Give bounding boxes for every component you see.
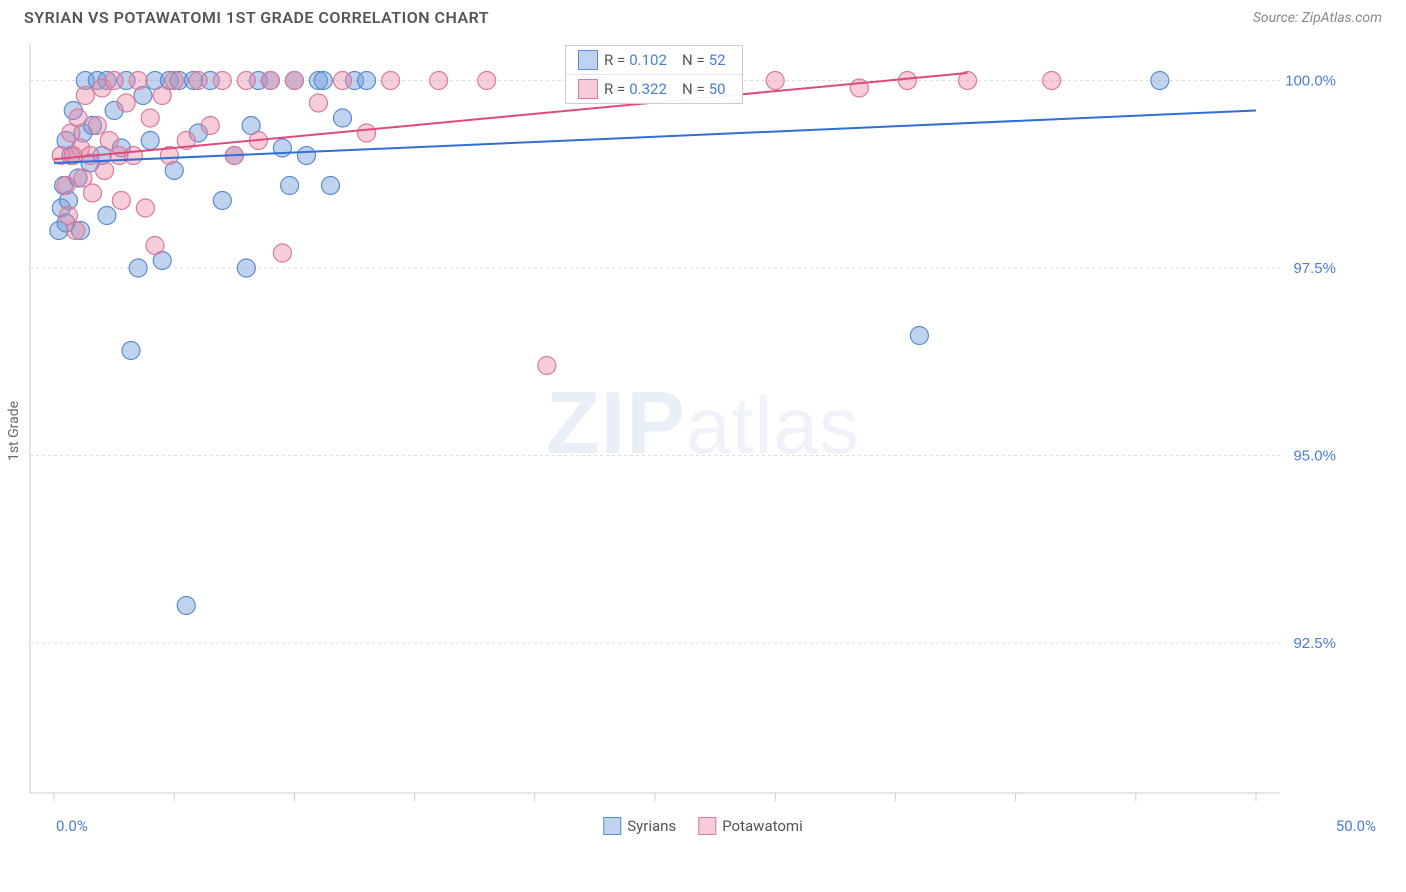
svg-text:100.0%: 100.0% bbox=[1285, 73, 1336, 90]
chart-title: SYRIAN VS POTAWATOMI 1ST GRADE CORRELATI… bbox=[24, 8, 489, 27]
stats-legend-row: R = 0.102 N = 52 bbox=[566, 46, 742, 75]
chart-source: Source: ZipAtlas.com bbox=[1253, 10, 1382, 26]
x-axis-min-label: 0.0% bbox=[56, 817, 88, 835]
stats-legend: R = 0.102 N = 52R = 0.322 N = 50 bbox=[565, 45, 743, 104]
svg-text:92.5%: 92.5% bbox=[1293, 635, 1336, 652]
stats-legend-row: R = 0.322 N = 50 bbox=[566, 75, 742, 103]
legend-item: Syrians bbox=[603, 817, 676, 835]
legend-item: Potawatomi bbox=[698, 817, 803, 835]
svg-text:95.0%: 95.0% bbox=[1293, 448, 1336, 465]
series-legend: Syrians Potawatomi bbox=[603, 817, 802, 835]
svg-text:97.5%: 97.5% bbox=[1293, 260, 1336, 277]
x-axis-bar: 0.0% Syrians Potawatomi 50.0% bbox=[0, 813, 1406, 835]
x-axis-max-label: 50.0% bbox=[1336, 817, 1376, 835]
y-axis-title: 1st Grade bbox=[6, 401, 22, 461]
chart-area: 1st Grade 92.5%95.0%97.5%100.0% ZIPatlas… bbox=[10, 33, 1396, 813]
scatter-chart: 92.5% 95.0% 97.5% 100.0% bbox=[10, 33, 1340, 813]
chart-header: SYRIAN VS POTAWATOMI 1ST GRADE CORRELATI… bbox=[0, 0, 1406, 33]
